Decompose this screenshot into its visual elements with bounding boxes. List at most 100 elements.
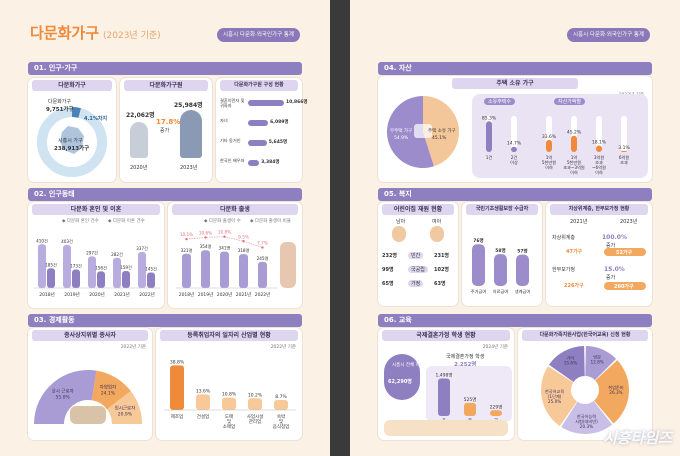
birth-card: 다문화 출생 ◆ 다문화 출생아 수 ◆ 다문화 출생아 비율 321명 2018… [168, 202, 302, 308]
marriage-bar [63, 245, 71, 288]
marriage-value-label: 337건 [136, 245, 148, 251]
house-bar-label: 1건 [486, 154, 493, 160]
year-tick-label: 2019년 [64, 291, 80, 298]
household-card: 다문화가구 다문화가구 9,751가구 4.1%차지 시흥시 가구 238,91… [28, 78, 116, 182]
page-gutter [330, 0, 350, 456]
daycare-female-value: 231명 [434, 253, 450, 259]
daycare-type-label: 가정 [408, 280, 424, 287]
house-bars: 85.3%1건14.7%2건이상33.6%1억5천만원이하45.2%1억5천만원… [482, 115, 631, 176]
r2-arrow [604, 282, 646, 290]
industry-value-label: 10.2% [248, 392, 263, 398]
students-illustration [384, 420, 508, 436]
status-segment-value: 20.9% [118, 411, 133, 417]
r2-pct: 15.0% [604, 266, 625, 273]
industry-value-label: 8.7% [275, 394, 287, 400]
house-bar-track [511, 116, 517, 152]
watermark-logo: 시흥타임즈 [602, 429, 672, 447]
students-bar [490, 410, 502, 416]
birth-chart: 321명 2018년 10.1% 354명 2019년 10.6% 341명 2020년 10.… [176, 230, 296, 298]
divorce-value-label: 159건 [120, 264, 132, 270]
divorce-value-label: 156건 [95, 264, 107, 270]
status-segment-label: 상시 근로자 [52, 387, 75, 394]
industry-tick-label: 건설업 [197, 413, 209, 420]
house-bar-label: 1억 [571, 154, 578, 161]
intl-students-label: 국제결혼가정 학생 [446, 354, 485, 360]
marriage-bar [113, 257, 121, 288]
divorce-bar [147, 272, 155, 288]
pie-non-pct: 54.9% [394, 136, 409, 141]
pie-non-label: 무주택 가구 [390, 129, 413, 134]
birth-value-label: 341명 [219, 245, 231, 251]
r1-before: 47가구 [566, 249, 583, 255]
house-bar-value: 85.3% [482, 115, 497, 121]
basic-bar [516, 254, 529, 286]
industry-tick-label: 음식점업 [273, 423, 290, 430]
divorce-bar [72, 269, 80, 288]
house-bar [621, 150, 627, 152]
intl-students-value: 2,252명 [454, 362, 477, 368]
card-title: 다문화 혼인 및 이혼 [32, 204, 160, 215]
city-household-label: 시흥시 가구 [58, 138, 83, 144]
person-2020-figure [130, 122, 148, 158]
house-bar-label: 초과 [595, 159, 603, 166]
status-segment-label: 임시근로자 [115, 404, 137, 411]
house-bar-track [621, 116, 627, 152]
male-label: 남아 [396, 219, 406, 225]
legend-ratio: ◆ 다문화 출생아 비율 [250, 219, 291, 224]
household-donut [37, 107, 107, 177]
group1-label: 소유주택수 [484, 98, 516, 105]
industry-tick-label: 관리업 [249, 418, 261, 425]
house-bar-label: 5천만원 [567, 159, 581, 165]
daycare-type-label: 국공립 [408, 266, 428, 273]
marriage-bar [88, 256, 96, 288]
industry-tick-label: 및 [227, 418, 231, 425]
apply-segment-value: 26.3% [609, 390, 622, 395]
year-tick-label: 2022년 [255, 291, 271, 298]
daycare-male-value: 65명 [382, 281, 394, 287]
marriage-value-label: 297건 [86, 249, 98, 255]
female-label: 여아 [432, 219, 442, 225]
section-header-education: 06. 교육 [378, 314, 652, 327]
members-card: 다문화가구원 22,062명 25,984명 17.8% 증가 2020년 20… [120, 78, 212, 182]
single-card: 차상위계층, 한부모가정 현황 2021년 2023년 차상위계층 47가구 1… [546, 202, 652, 306]
house-bar-value: 14.7% [507, 141, 522, 147]
house-bar-track [596, 116, 602, 152]
status-segment [107, 391, 142, 424]
house-bar [511, 146, 517, 152]
card-title: 어린이집 재원 현황 [382, 204, 454, 215]
students-value-label: 525명 [464, 396, 477, 403]
year-tick-label: 2020년 [89, 291, 105, 298]
status-segment [91, 370, 131, 410]
industry-bar [248, 398, 262, 410]
city-students-value: 62,290명 [388, 379, 412, 385]
city-map-shape [60, 126, 84, 154]
year-tick-label: 2022년 [139, 291, 155, 298]
marriage-value-label: 282건 [111, 251, 123, 257]
industry-bar [222, 397, 236, 410]
card-title: 다문화 출생 [172, 204, 298, 215]
students-chart: 1,498명초525명중229명고 [426, 366, 512, 424]
r2-after: 260가구 [614, 284, 634, 290]
card-title: 주택 소유 가구 [452, 78, 578, 89]
composition-card: 다문화가구원 구성 현황 결혼이민자 및 귀화자 10,866명 자녀 6,089명 기… [216, 78, 308, 182]
members-growth-label: 증가 [160, 128, 170, 134]
r1-label: 차상위계층 [552, 235, 576, 241]
year-2020-label: 2020년 [130, 165, 148, 171]
divorce-value-label: 185건 [45, 261, 57, 267]
r2-label: 한부모가정 [552, 267, 576, 273]
r1-after: 52가구 [616, 250, 633, 256]
basic-tick-label: 의료급여 [493, 288, 509, 295]
comp-row-bar [248, 120, 269, 126]
house-bar [596, 145, 602, 152]
ratio-value-label: 10.1% [180, 232, 193, 237]
page-title: 다문화가구 (2023년 기준) [30, 24, 161, 42]
ratio-value-label: 9.5% [238, 234, 249, 239]
workers-illustration [70, 406, 106, 424]
card-title: 다문화가족지원사업(한국어교육) 신청 현황 [522, 330, 648, 341]
comp-row-value: 5,645명 [268, 140, 288, 145]
pie-own-label: 주택 소유 가구 [428, 129, 456, 134]
card-title: 다문화가구원 [124, 80, 208, 91]
